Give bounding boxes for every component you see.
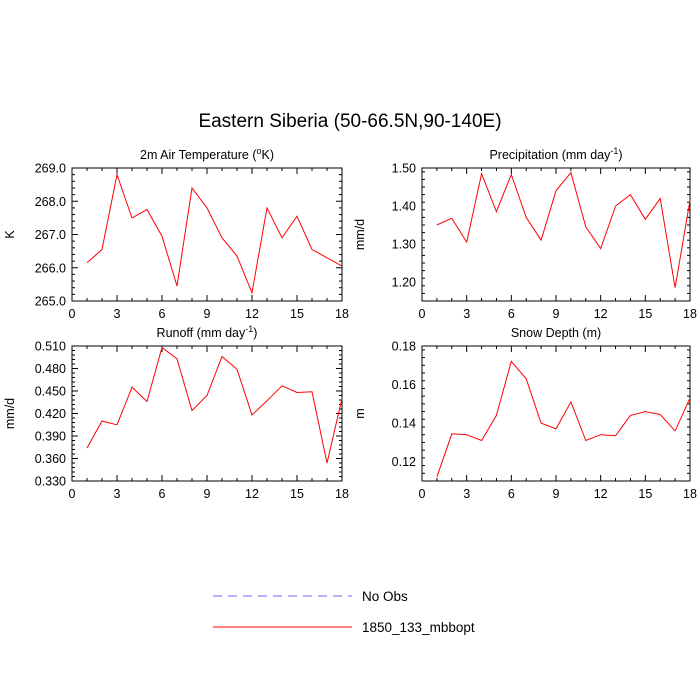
runoff-y-tick-label: 0.360 xyxy=(35,452,66,466)
snow-depth-x-tick-label: 15 xyxy=(638,487,652,501)
runoff-title-main: Runoff (mm day xyxy=(157,326,246,340)
air-temperature-y-tick-label: 268.0 xyxy=(35,195,66,209)
runoff-title-tail: ) xyxy=(253,326,257,340)
precipitation-x-tick-label: 15 xyxy=(638,307,652,321)
snow-depth-y-tick-label: 0.18 xyxy=(392,340,416,354)
legend: No Obs 1850_133_mbbopt xyxy=(213,589,475,635)
snow-depth-x-tick-label: 9 xyxy=(553,487,560,501)
legend-label: 1850_133_mbbopt xyxy=(362,620,475,635)
air-temperature-title-superscript: o xyxy=(256,146,261,156)
panel-snow-depth: 0 3 6 9 12 15 18 0.12 0.14 0.16 0.18 m Snow Depth (m… xyxy=(353,326,697,501)
precipitation-y-axis-label: mm/d xyxy=(353,219,367,250)
precipitation-y-tick-label: 1.30 xyxy=(392,238,416,252)
snow-depth-y-tick-label: 0.14 xyxy=(392,417,416,431)
precipitation-x-tick-label: 6 xyxy=(508,307,515,321)
precipitation-title-main: Precipitation (mm day xyxy=(489,148,611,162)
snow-depth-plot-frame xyxy=(421,345,691,482)
snow-depth-x-tick-label: 12 xyxy=(594,487,608,501)
air-temperature-x-tick-label: 18 xyxy=(335,307,349,321)
precipitation-panel-title: Precipitation (mm day-1) xyxy=(489,146,622,162)
precipitation-y-tick-label: 1.40 xyxy=(392,200,416,214)
precipitation-title-tail: ) xyxy=(618,148,622,162)
air-temperature-y-axis-label: K xyxy=(3,230,17,239)
snow-depth-y-axis-label: m xyxy=(353,408,367,418)
panel-air-temperature: 0 3 6 9 12 15 18 265.0 266.0 267.0 268.0 269.0 K 2m A… xyxy=(3,146,349,321)
air-temperature-series-line xyxy=(86,172,343,295)
precipitation-y-tick-label: 1.20 xyxy=(392,276,416,290)
runoff-panel-title: Runoff (mm day-1) xyxy=(157,324,258,340)
runoff-x-tick-label: 3 xyxy=(114,487,121,501)
air-temperature-title-tail: K) xyxy=(262,148,275,162)
snow-depth-y-tick-label: 0.16 xyxy=(392,378,416,392)
precipitation-x-tick-label: 0 xyxy=(419,307,426,321)
runoff-y-tick-label: 0.450 xyxy=(35,385,66,399)
air-temperature-plot-frame xyxy=(71,167,343,302)
snow-depth-y-tick-label: 0.12 xyxy=(392,455,416,469)
precipitation-x-tick-label: 9 xyxy=(553,307,560,321)
air-temperature-x-tick-label: 0 xyxy=(69,307,76,321)
precipitation-series-line xyxy=(436,171,691,288)
runoff-y-tick-label: 0.480 xyxy=(35,362,66,376)
runoff-title-superscript: -1 xyxy=(245,324,253,334)
precipitation-title-superscript: -1 xyxy=(610,146,618,156)
runoff-y-axis-label: mm/d xyxy=(3,398,17,429)
runoff-x-tick-label: 15 xyxy=(290,487,304,501)
air-temperature-x-tick-label: 12 xyxy=(245,307,259,321)
snow-depth-x-tick-label: 6 xyxy=(508,487,515,501)
runoff-x-tick-label: 0 xyxy=(69,487,76,501)
air-temperature-panel-title: 2m Air Temperature (oK) xyxy=(140,146,274,162)
air-temperature-x-tick-label: 6 xyxy=(159,307,166,321)
air-temperature-x-tick-label: 9 xyxy=(204,307,211,321)
air-temperature-y-tick-label: 269.0 xyxy=(35,162,66,176)
runoff-y-tick-label: 0.330 xyxy=(35,475,66,489)
precipitation-x-tick-label: 18 xyxy=(683,307,697,321)
snow-depth-x-tick-label: 3 xyxy=(463,487,470,501)
precipitation-x-tick-label: 12 xyxy=(594,307,608,321)
precipitation-x-tick-label: 3 xyxy=(463,307,470,321)
air-temperature-x-tick-label: 3 xyxy=(114,307,121,321)
air-temperature-y-tick-label: 266.0 xyxy=(35,261,66,275)
panel-runoff: 0 3 6 9 12 15 18 0.330 0.360 0.390 0.420 0.450 0.480… xyxy=(3,324,349,501)
snow-depth-title-main: Snow Depth (m) xyxy=(511,326,601,340)
runoff-x-tick-label: 12 xyxy=(245,487,259,501)
snow-depth-series-line xyxy=(436,360,691,478)
runoff-plot-frame xyxy=(71,345,343,482)
snow-depth-x-tick-label: 0 xyxy=(419,487,426,501)
runoff-series-line xyxy=(86,346,343,464)
snow-depth-x-tick-label: 18 xyxy=(683,487,697,501)
air-temperature-y-tick-label: 267.0 xyxy=(35,228,66,242)
air-temperature-title-main: 2m Air Temperature ( xyxy=(140,148,257,162)
runoff-y-tick-label: 0.390 xyxy=(35,430,66,444)
air-temperature-y-tick-label: 265.0 xyxy=(35,295,66,309)
panels-group: 0 3 6 9 12 15 18 265.0 266.0 267.0 268.0 269.0 K 2m A… xyxy=(3,146,697,501)
runoff-x-tick-label: 9 xyxy=(204,487,211,501)
air-temperature-x-tick-label: 15 xyxy=(290,307,304,321)
runoff-x-tick-label: 6 xyxy=(159,487,166,501)
runoff-x-tick-label: 18 xyxy=(335,487,349,501)
figure-title: Eastern Siberia (50-66.5N,90-140E) xyxy=(198,111,502,132)
snow-depth-panel-title: Snow Depth (m) xyxy=(511,326,601,340)
precipitation-y-tick-label: 1.50 xyxy=(392,162,416,176)
runoff-y-tick-label: 0.510 xyxy=(35,340,66,354)
runoff-y-tick-label: 0.420 xyxy=(35,407,66,421)
panel-precipitation: 0 3 6 9 12 15 18 1.20 1.30 1.40 1.50 mm/d Precipitat… xyxy=(353,146,697,321)
legend-label: No Obs xyxy=(362,589,408,604)
